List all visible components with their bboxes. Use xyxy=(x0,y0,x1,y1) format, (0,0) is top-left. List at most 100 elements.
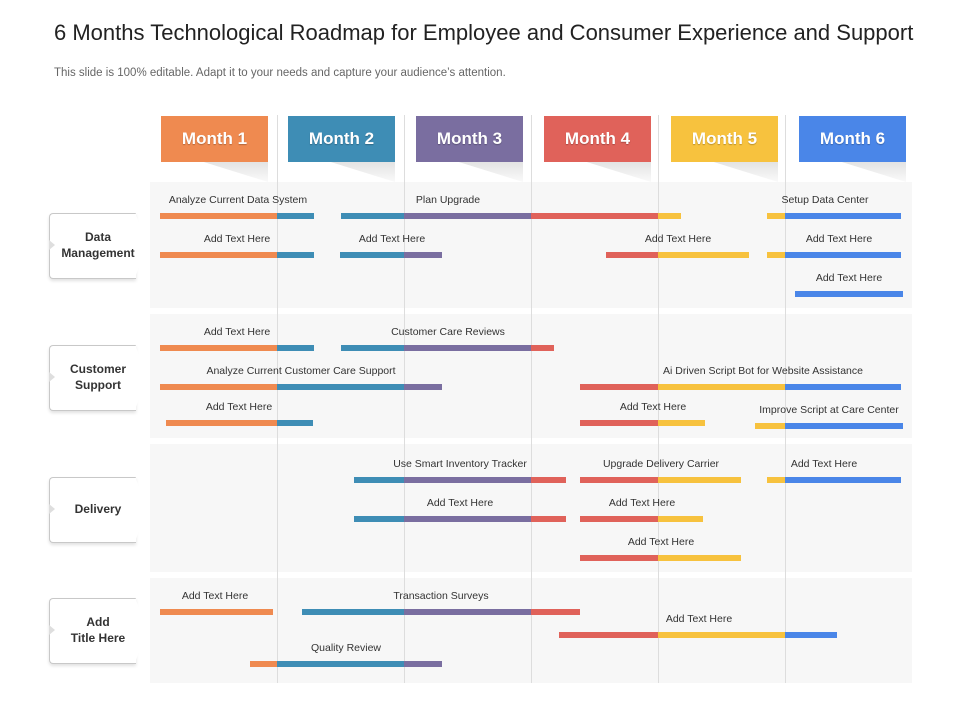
task-bar-segment xyxy=(785,477,901,483)
task-bar-segment xyxy=(531,609,580,615)
task-bar-segment xyxy=(658,477,741,483)
task-bar-segment xyxy=(341,213,404,219)
month-header-shadow xyxy=(203,162,268,182)
task-bar-segment xyxy=(785,632,837,638)
task-label: Add Text Here xyxy=(665,613,733,625)
task-bar-segment xyxy=(160,345,277,351)
task-bar-segment xyxy=(580,384,658,390)
task-bar-segment xyxy=(404,516,531,522)
task-bar-segment xyxy=(354,516,404,522)
month-header-1: Month 1 xyxy=(161,116,268,162)
month-divider xyxy=(658,115,659,683)
task-bar-segment xyxy=(767,213,785,219)
task-bar-segment xyxy=(166,420,277,426)
task-bar-segment xyxy=(250,661,277,667)
task-label: Quality Review xyxy=(310,642,382,654)
task-bar-segment xyxy=(404,661,442,667)
task-bar-segment xyxy=(354,477,404,483)
task-label: Analyze Current Data System xyxy=(168,194,308,206)
lane-data-management: Data Management xyxy=(49,213,149,279)
task-bar-segment xyxy=(277,661,404,667)
task-bar-segment xyxy=(785,252,901,258)
task-label: Add Text Here xyxy=(619,401,687,413)
task-label: Customer Care Reviews xyxy=(391,326,505,338)
task-label: Add Text Here xyxy=(790,458,858,470)
task-bar-segment xyxy=(658,384,785,390)
lane-customer-support: Customer Support xyxy=(49,345,149,411)
task-bar-segment xyxy=(767,477,785,483)
task-bar-segment xyxy=(531,477,566,483)
task-bar-segment xyxy=(658,555,741,561)
month-divider xyxy=(277,115,278,683)
lane-box xyxy=(49,477,136,543)
task-bar-segment xyxy=(580,420,658,426)
task-bar-segment xyxy=(277,252,314,258)
page-title: 6 Months Technological Roadmap for Emplo… xyxy=(54,20,914,45)
task-label: Add Text Here xyxy=(203,326,271,338)
task-label: Add Text Here xyxy=(203,233,271,245)
lane-delivery: Delivery xyxy=(49,477,149,543)
task-bar-segment xyxy=(658,516,703,522)
lane-notch xyxy=(49,504,55,514)
task-label: Use Smart Inventory Tracker xyxy=(393,458,527,470)
task-label: Add Text Here xyxy=(627,536,695,548)
month-header-shadow xyxy=(586,162,651,182)
task-bar-segment xyxy=(658,252,749,258)
lane-box xyxy=(49,345,136,411)
lane-notch xyxy=(49,372,55,382)
lane-add-title: Add Title Here xyxy=(49,598,149,664)
task-bar-segment xyxy=(277,384,404,390)
task-bar-segment xyxy=(277,345,314,351)
task-bar-segment xyxy=(404,609,531,615)
task-bar-segment xyxy=(404,345,531,351)
month-header-shadow xyxy=(458,162,523,182)
task-bar-segment xyxy=(340,252,404,258)
task-label: Plan Upgrade xyxy=(415,194,481,206)
task-label: Add Text Here xyxy=(426,497,494,509)
task-bar-segment xyxy=(785,213,901,219)
month-header-4: Month 4 xyxy=(544,116,651,162)
task-label: Analyze Current Customer Care Support xyxy=(206,365,396,377)
lane-box xyxy=(49,598,136,664)
task-bar-segment xyxy=(160,384,277,390)
task-bar-segment xyxy=(531,213,658,219)
month-divider xyxy=(785,115,786,683)
task-bar-segment xyxy=(160,252,277,258)
task-label: Add Text Here xyxy=(181,590,249,602)
task-bar-segment xyxy=(785,384,901,390)
task-bar-segment xyxy=(531,345,554,351)
lane-label: Data Management xyxy=(61,230,135,260)
task-label: Upgrade Delivery Carrier xyxy=(602,458,720,470)
task-bar-segment xyxy=(606,252,658,258)
task-bar-segment xyxy=(580,516,658,522)
task-bar-segment xyxy=(404,477,531,483)
task-label: Improve Script at Care Center xyxy=(759,404,899,416)
task-label: Add Text Here xyxy=(815,272,883,284)
task-bar-segment xyxy=(795,291,903,297)
lane-label: Delivery xyxy=(74,502,122,516)
task-bar-segment xyxy=(767,252,785,258)
task-bar-segment xyxy=(580,477,658,483)
task-label: Add Text Here xyxy=(644,233,712,245)
task-bar-segment xyxy=(277,420,313,426)
lane-label: Customer Support xyxy=(69,362,126,392)
task-bar-segment xyxy=(658,632,785,638)
lane-label: Add Title Here xyxy=(70,615,126,645)
task-bar-segment xyxy=(658,420,705,426)
task-bar-segment xyxy=(559,632,658,638)
month-header-2: Month 2 xyxy=(288,116,395,162)
month-header-3: Month 3 xyxy=(416,116,523,162)
task-bar-segment xyxy=(160,213,277,219)
lane-notch xyxy=(49,240,55,250)
task-bar-segment xyxy=(404,252,442,258)
task-label: Ai Driven Script Bot for Website Assista… xyxy=(663,365,863,377)
task-bar-segment xyxy=(755,423,785,429)
task-bar-segment xyxy=(160,609,273,615)
task-bar-segment xyxy=(531,516,566,522)
month-divider xyxy=(404,115,405,683)
task-bar-segment xyxy=(404,384,442,390)
month-header-shadow xyxy=(330,162,395,182)
lane-notch xyxy=(49,625,55,635)
task-bar-segment xyxy=(785,423,903,429)
task-bar-segment xyxy=(302,609,404,615)
